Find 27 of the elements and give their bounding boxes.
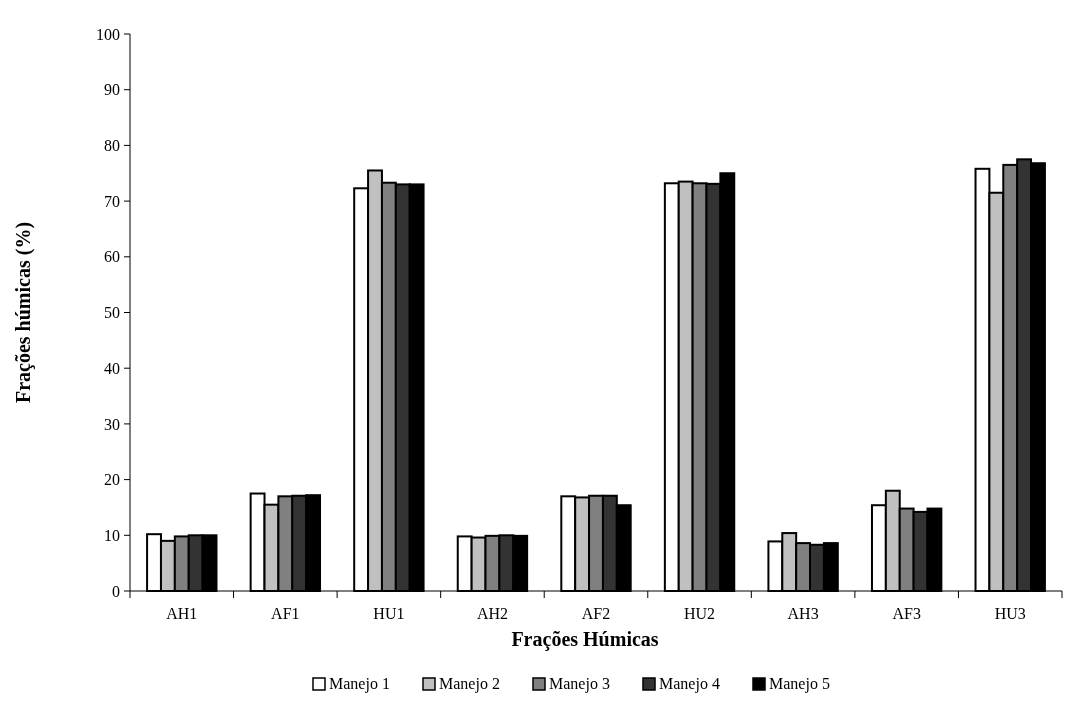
y-tick-label: 40 xyxy=(104,359,120,377)
y-tick-label: 60 xyxy=(104,248,120,266)
x-tick-label: HU3 xyxy=(994,605,1026,622)
legend-label: Manejo 1 xyxy=(329,675,390,693)
y-tick-label: 70 xyxy=(104,192,120,210)
legend-label: Manejo 2 xyxy=(439,675,500,693)
x-tick-label: HU1 xyxy=(373,605,405,622)
y-tick-label: 10 xyxy=(104,526,120,544)
x-tick-label: HU2 xyxy=(684,605,716,622)
x-tick-label: AF2 xyxy=(581,605,611,622)
legend-label: Manejo 5 xyxy=(769,675,830,693)
x-tick-label: AH3 xyxy=(787,605,819,622)
y-axis-title: Frações húmicas (%) xyxy=(12,221,35,404)
x-tick-label: AH1 xyxy=(166,605,198,622)
y-tick-label: 80 xyxy=(104,137,120,154)
x-tick-label: AF3 xyxy=(892,605,921,622)
y-tick-label: 100 xyxy=(96,25,120,43)
x-axis-title: Frações Húmicas xyxy=(511,628,659,651)
x-tick-label: AH2 xyxy=(476,605,508,622)
x-tick-label: AF1 xyxy=(271,605,300,622)
y-tick-label: 30 xyxy=(104,415,120,433)
legend-label: Manejo 4 xyxy=(659,675,720,693)
y-tick-label: 90 xyxy=(104,81,120,99)
y-tick-label: 20 xyxy=(104,471,120,489)
y-tick-label: 50 xyxy=(104,304,120,322)
legend-label: Manejo 3 xyxy=(549,675,610,693)
y-tick-label: 0 xyxy=(112,582,120,600)
